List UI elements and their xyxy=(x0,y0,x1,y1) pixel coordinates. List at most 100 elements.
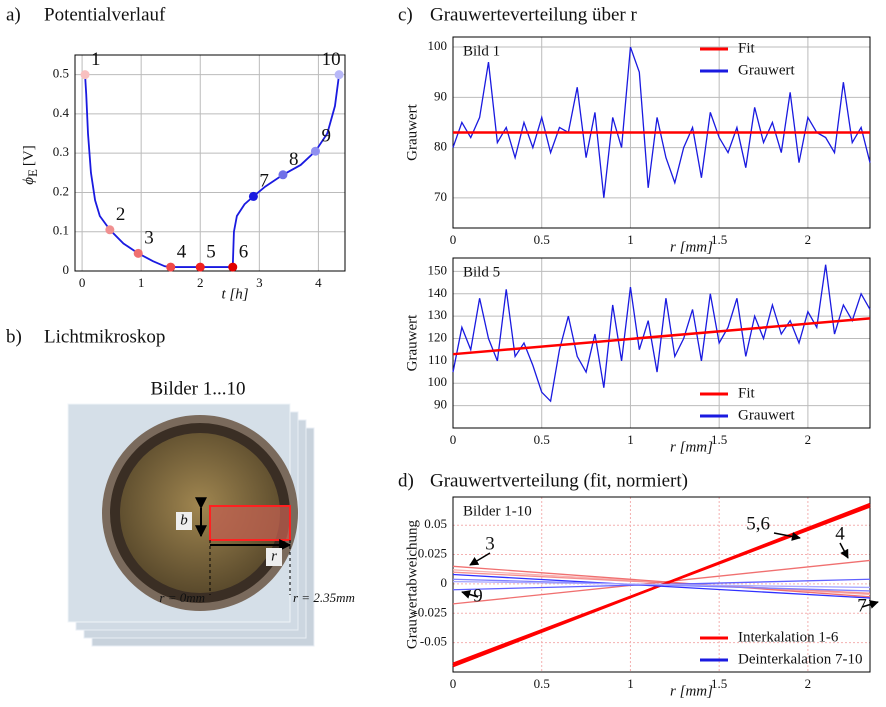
plot-label: Bild 1 xyxy=(463,43,500,59)
x-tick-label: 4 xyxy=(315,275,322,290)
y-tick-label: 0 xyxy=(63,262,70,277)
x-tick-label: 1 xyxy=(627,432,634,447)
y-label-sub: E xyxy=(25,169,40,177)
annotation-arrow xyxy=(861,600,879,609)
x-tick-label: 0 xyxy=(450,676,457,691)
panel-title: Potentialverlauf xyxy=(44,4,166,25)
point-label: 9 xyxy=(321,126,331,147)
r-start-label: r = 0mm xyxy=(159,590,205,605)
series-line xyxy=(452,46,871,198)
x-tick-label: 2 xyxy=(805,232,812,247)
point-label: 6 xyxy=(239,241,249,262)
data-point xyxy=(133,248,143,258)
annotation: 9 xyxy=(473,585,483,606)
x-tick-label: 1.5 xyxy=(711,432,727,447)
r-end-label: r = 2.35mm xyxy=(293,590,355,605)
y-axis-label: Grauwertabweichung xyxy=(404,519,420,649)
y-tick-label: 110 xyxy=(428,352,447,367)
y-tick-label: 100 xyxy=(428,38,448,53)
x-axis-label: r [mm] xyxy=(670,239,713,255)
y-tick-label: 120 xyxy=(428,330,448,345)
point-label: 3 xyxy=(144,228,154,249)
y-axis-label: Grauwert xyxy=(404,103,420,160)
panel-title: Lichtmikroskop xyxy=(44,326,165,347)
y-tick-label: -0.025 xyxy=(413,604,447,619)
x-tick-label: 3 xyxy=(256,275,263,290)
x-tick-label: 0 xyxy=(79,275,86,290)
y-label-unit: [V] xyxy=(21,145,37,166)
y-tick-label: 0.025 xyxy=(418,546,447,561)
r-label: r xyxy=(271,548,277,564)
y-tick-label: 0.2 xyxy=(53,183,69,198)
plot-frame xyxy=(74,54,346,272)
panel-label: d) xyxy=(398,470,414,491)
y-tick-label: 90 xyxy=(434,397,447,412)
point-label: 5 xyxy=(206,241,216,262)
x-tick-label: 0.5 xyxy=(534,432,550,447)
y-tick-label: 150 xyxy=(428,262,448,277)
micrograph: Bilder 1...10 b r r = 0mm r = 2.35mm xyxy=(67,378,355,647)
legend-label: Grauwert xyxy=(738,407,795,423)
point-label: 8 xyxy=(289,149,299,170)
plot-frame xyxy=(452,257,871,429)
x-tick-label: 2 xyxy=(805,676,812,691)
panel-title: Grauwertverteilung (fit, normiert) xyxy=(430,470,688,491)
panel-label: c) xyxy=(398,4,413,25)
fit-line xyxy=(452,317,871,356)
annotation: 3 xyxy=(485,533,495,554)
x-axis-label: t [h] xyxy=(221,286,248,302)
x-tick-label: 1 xyxy=(627,232,634,247)
y-tick-label: 0.4 xyxy=(53,105,70,120)
b-label: b xyxy=(180,512,188,528)
y-tick-label: 130 xyxy=(428,307,448,322)
y-tick-label: 100 xyxy=(428,374,448,389)
annotation-arrow xyxy=(773,532,801,541)
legend-label: Deinterkalation 7-10 xyxy=(738,651,863,667)
x-tick-label: 2 xyxy=(805,432,812,447)
x-tick-label: 2 xyxy=(197,275,204,290)
y-tick-label: -0.05 xyxy=(420,634,447,649)
plot-label: Bild 5 xyxy=(463,264,500,280)
data-point xyxy=(248,191,258,201)
y-label-symbol: ϕ xyxy=(21,177,37,185)
fit-line xyxy=(452,559,871,605)
y-axis-label: ϕE [V] xyxy=(21,145,40,185)
panel-title: Grauwerteverteilung über r xyxy=(430,4,637,25)
point-label: 7 xyxy=(259,171,269,192)
annotation: 5,6 xyxy=(746,513,770,534)
panel-label: b) xyxy=(6,326,22,347)
y-tick-label: 90 xyxy=(434,88,447,103)
data-point xyxy=(334,70,344,80)
legend-label: Grauwert xyxy=(738,62,795,78)
data-point xyxy=(105,225,115,235)
y-tick-label: 0.05 xyxy=(424,516,447,531)
y-tick-label: 80 xyxy=(434,139,447,154)
plot-area xyxy=(453,258,870,428)
x-tick-label: 1.5 xyxy=(711,232,727,247)
y-axis-label: Grauwert xyxy=(404,314,420,371)
data-point xyxy=(310,146,320,156)
data-point xyxy=(278,170,288,180)
annotation-arrow xyxy=(461,590,479,599)
data-point xyxy=(195,262,205,272)
data-point xyxy=(228,262,238,272)
legend-label: Fit xyxy=(738,385,756,401)
x-tick-label: 0 xyxy=(450,232,457,247)
annotation: 7 xyxy=(857,595,867,616)
photo-caption: Bilder 1...10 xyxy=(151,378,246,399)
data-point xyxy=(166,262,176,272)
x-axis-label: r [mm] xyxy=(670,683,713,699)
point-label: 10 xyxy=(322,49,341,70)
annotation-arrow xyxy=(839,542,849,559)
x-tick-label: 0.5 xyxy=(534,676,550,691)
point-label: 1 xyxy=(91,49,101,70)
annotation: 4 xyxy=(835,523,845,544)
point-label: 4 xyxy=(177,241,187,262)
panel-label: a) xyxy=(6,4,21,25)
x-tick-label: 1 xyxy=(627,676,634,691)
y-tick-label: 0 xyxy=(441,575,448,590)
y-tick-label: 0.5 xyxy=(53,66,69,81)
x-tick-label: 1 xyxy=(138,275,145,290)
data-point xyxy=(80,70,90,80)
